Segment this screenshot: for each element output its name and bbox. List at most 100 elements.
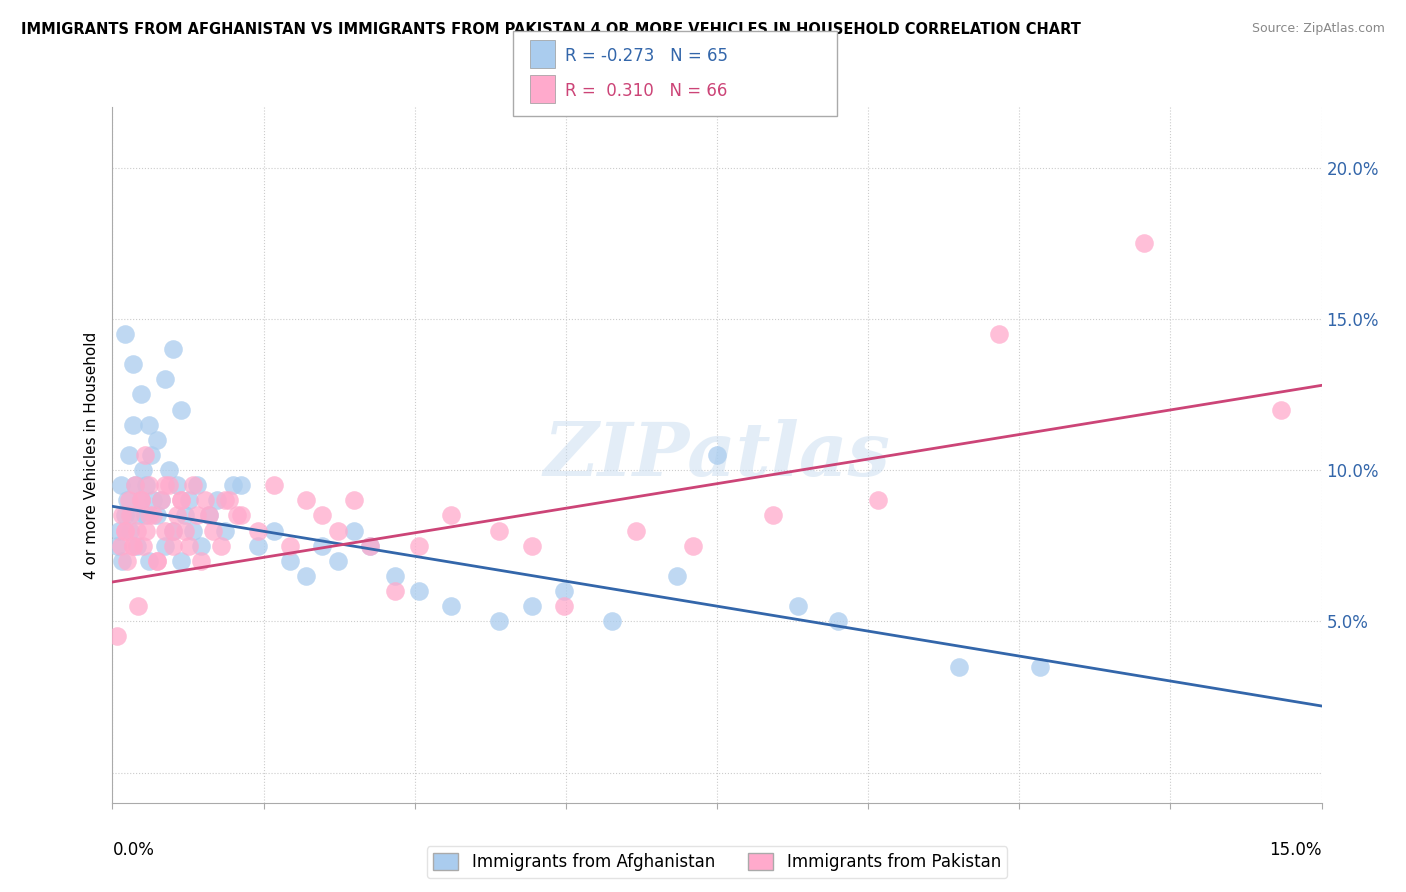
Point [384,584,406,599]
Point [207,493,229,508]
Point [553,584,575,599]
Point [177,493,200,508]
Point [129,493,152,508]
Point [134,508,156,523]
Point [174,524,197,538]
Point [186,478,208,492]
Point [135,478,157,492]
Point [706,448,728,462]
Point [440,508,463,523]
Point [177,539,200,553]
Point [117,493,139,508]
Point [762,508,785,523]
Point [222,478,245,492]
Point [209,539,232,553]
Point [214,524,236,538]
Point [110,478,132,492]
Point [120,508,142,523]
Point [134,448,156,462]
Text: 15.0%: 15.0% [1270,841,1322,859]
Point [359,539,381,553]
Point [162,342,184,356]
Point [170,493,193,508]
Point [138,508,160,523]
Point [181,524,204,538]
Point [124,478,146,492]
Point [226,508,249,523]
Point [170,554,193,568]
Point [198,508,221,523]
Point [278,554,301,568]
Point [105,539,128,553]
Point [263,478,285,492]
Point [682,539,704,553]
Point [311,508,333,523]
Point [138,478,160,492]
Point [117,448,139,462]
Point [157,463,180,477]
Point [384,569,406,583]
Point [153,478,176,492]
Point [218,493,240,508]
Point [190,554,212,568]
Point [231,508,253,523]
Point [141,448,163,462]
Point [114,524,136,538]
Point [263,524,285,538]
Y-axis label: 4 or more Vehicles in Household: 4 or more Vehicles in Household [83,331,98,579]
Point [246,539,269,553]
Text: R = -0.273   N = 65: R = -0.273 N = 65 [565,47,728,65]
Point [488,524,510,538]
Point [278,539,301,553]
Point [110,539,132,553]
Text: ZIPatlas: ZIPatlas [544,418,890,491]
Point [170,493,193,508]
Point [162,539,184,553]
Point [127,508,149,523]
Point [114,326,136,341]
Text: 0.0%: 0.0% [112,841,155,859]
Point [108,524,131,538]
Point [166,478,188,492]
Point [948,659,970,673]
Point [408,539,430,553]
Point [132,463,155,477]
Point [174,508,197,523]
Point [111,554,134,568]
Point [440,599,463,614]
Point [121,417,143,432]
Point [827,615,849,629]
Point [328,554,350,568]
Point [198,508,221,523]
Point [129,493,152,508]
Point [149,493,172,508]
Point [162,524,184,538]
Point [295,493,318,508]
Point [138,554,160,568]
Point [146,433,169,447]
Point [295,569,318,583]
Point [190,539,212,553]
Point [114,524,136,538]
Point [153,524,176,538]
Point [125,524,148,538]
Point [1270,402,1292,417]
Point [146,554,169,568]
Point [328,524,350,538]
Point [138,417,160,432]
Point [157,478,180,492]
Point [149,493,172,508]
Point [194,493,217,508]
Point [127,599,149,614]
Point [520,539,543,553]
Point [202,524,225,538]
Point [105,629,128,643]
Point [311,539,333,553]
Point [129,387,152,401]
Point [166,508,188,523]
Point [1028,659,1050,673]
Point [111,508,134,523]
Point [146,508,169,523]
Point [626,524,648,538]
Point [408,584,430,599]
